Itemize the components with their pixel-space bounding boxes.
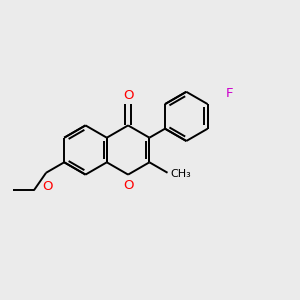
Text: O: O (123, 89, 134, 102)
Text: CH₃: CH₃ (170, 169, 191, 179)
Text: O: O (123, 179, 134, 192)
Text: O: O (42, 180, 53, 193)
Text: F: F (225, 88, 233, 100)
